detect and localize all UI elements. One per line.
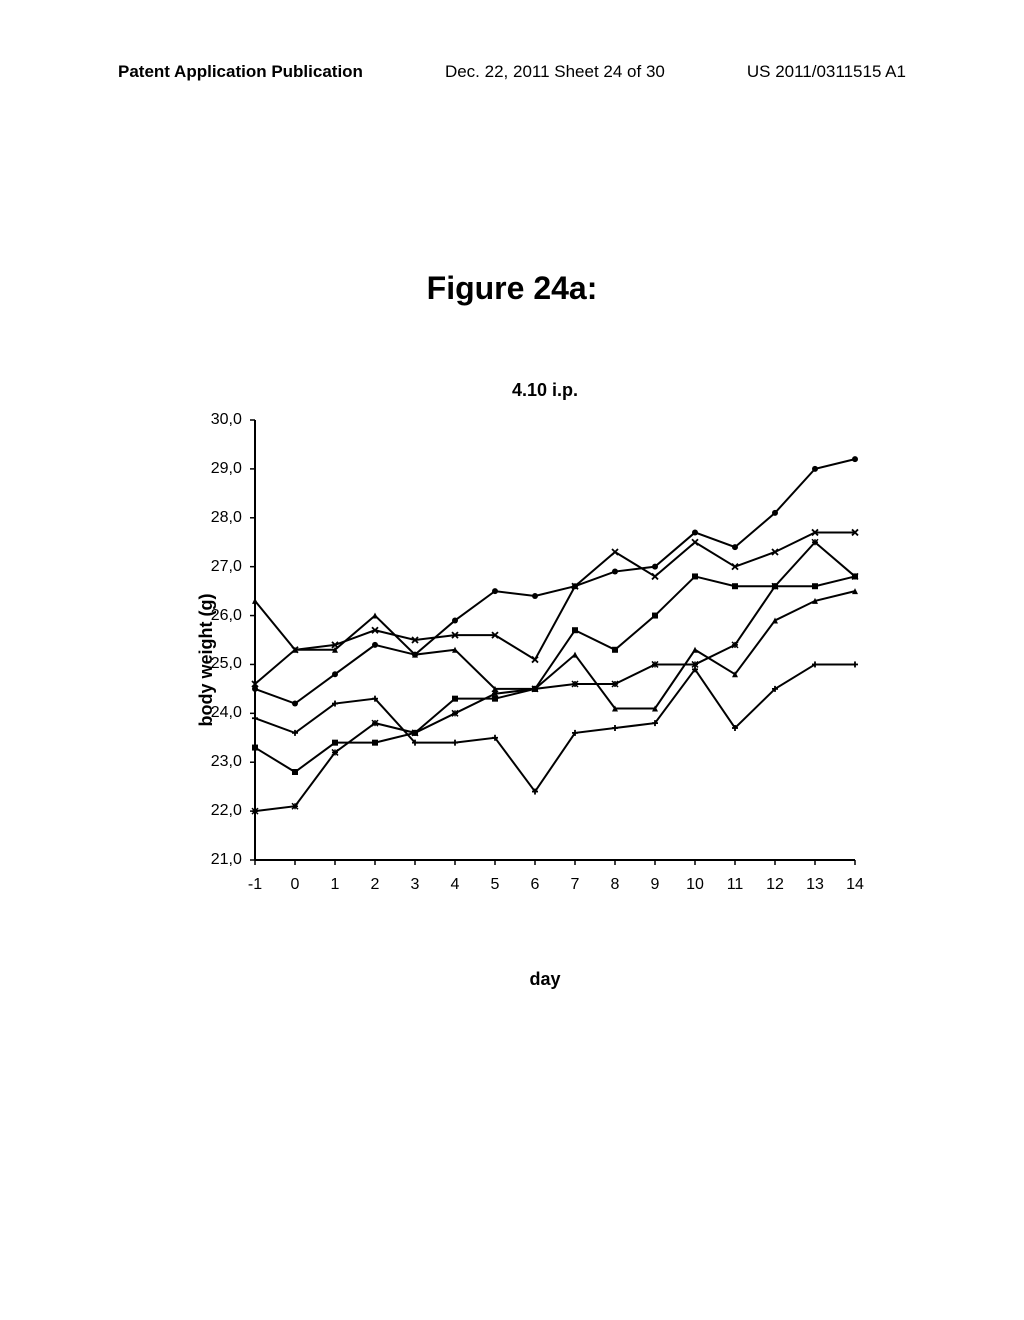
y-tick-label: 29,0: [211, 460, 242, 478]
x-tick-label: 7: [571, 876, 580, 894]
x-axis-label: day: [185, 969, 905, 990]
y-tick-label: 25,0: [211, 655, 242, 673]
x-tick-label: 5: [491, 876, 500, 894]
y-tick-label: 21,0: [211, 851, 242, 869]
y-tick-label: 24,0: [211, 704, 242, 722]
x-tick-label: -1: [248, 876, 262, 894]
x-tick-label: 6: [531, 876, 540, 894]
y-tick-label: 23,0: [211, 753, 242, 771]
header-publication: Patent Application Publication: [118, 62, 363, 82]
y-tick-label: 26,0: [211, 607, 242, 625]
page-header: Patent Application Publication Dec. 22, …: [0, 62, 1024, 82]
header-date-sheet: Dec. 22, 2011 Sheet 24 of 30: [445, 62, 665, 82]
y-tick-label: 22,0: [211, 802, 242, 820]
x-tick-label: 1: [331, 876, 340, 894]
x-tick-label: 12: [766, 876, 784, 894]
x-tick-label: 11: [727, 876, 744, 894]
header-patent-number: US 2011/0311515 A1: [747, 62, 906, 82]
y-tick-label: 30,0: [211, 411, 242, 429]
body-weight-chart: 4.10 i.p. body weight (g) 21,022,023,024…: [185, 380, 905, 940]
chart-svg: [245, 410, 865, 870]
y-tick-label: 27,0: [211, 558, 242, 576]
figure-title: Figure 24a:: [0, 270, 1024, 307]
x-tick-label: 0: [291, 876, 300, 894]
x-tick-label: 10: [686, 876, 704, 894]
plot-area: 21,022,023,024,025,026,027,028,029,030,0…: [245, 410, 865, 870]
x-tick-label: 2: [371, 876, 380, 894]
x-tick-label: 13: [806, 876, 824, 894]
x-tick-label: 14: [846, 876, 864, 894]
x-tick-label: 4: [451, 876, 460, 894]
chart-title: 4.10 i.p.: [185, 380, 905, 401]
y-tick-label: 28,0: [211, 509, 242, 527]
x-tick-label: 9: [651, 876, 660, 894]
x-tick-label: 3: [411, 876, 420, 894]
x-tick-label: 8: [611, 876, 620, 894]
